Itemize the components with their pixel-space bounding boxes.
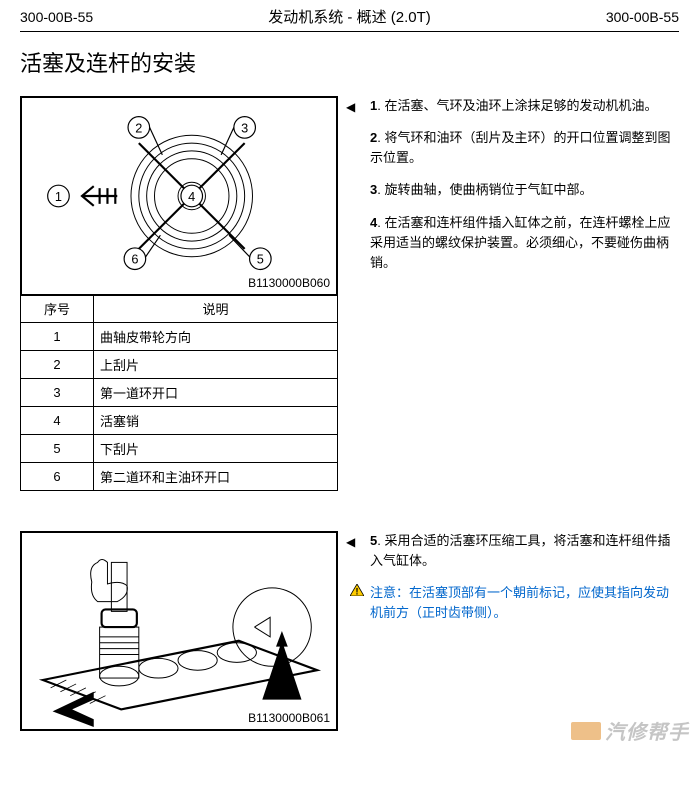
watermark-text: 汽修帮手 (605, 716, 689, 745)
page-header: 300-00B-55 发动机系统 - 概述 (2.0T) 300-00B-55 (20, 0, 679, 32)
header-right: 300-00B-55 (606, 9, 679, 25)
step-item: ◀ 1. 在活塞、气环及油环上涂抹足够的发动机机油。 (356, 96, 679, 116)
header-left: 300-00B-55 (20, 9, 93, 25)
car-icon (571, 722, 601, 740)
svg-text:3: 3 (241, 120, 248, 135)
ring-gap-diagram-icon: 1 2 3 4 5 6 (22, 98, 336, 294)
leading-triangle-icon: ◀ (346, 533, 355, 552)
svg-text:5: 5 (257, 252, 264, 267)
section-title: 活塞及连杆的安装 (20, 46, 679, 78)
svg-text:6: 6 (131, 252, 138, 267)
table-row: 3第一道环开口 (21, 379, 338, 407)
figure1-label: B1130000B060 (248, 276, 330, 290)
table-row: 5下刮片 (21, 435, 338, 463)
caution-text: 在活塞顶部有一个朝前标记，应使其指向发动机前方（正时齿带侧）。 (370, 585, 669, 620)
legend-table: 序号 说明 1曲轴皮带轮方向 2上刮片 3第一道环开口 4活塞销 5下刮片 6第… (20, 294, 338, 491)
step-item: 4. 在活塞和连杆组件插入缸体之前，在连杆螺栓上应采用适当的螺纹保护装置。必须细… (356, 213, 679, 273)
legend-head-num: 序号 (21, 295, 94, 323)
header-center: 发动机系统 - 概述 (2.0T) (268, 6, 431, 27)
figure2-label: B1130000B061 (248, 711, 330, 725)
piston-install-icon (22, 533, 336, 729)
leading-triangle-icon: ◀ (346, 98, 355, 117)
table-row: 2上刮片 (21, 351, 338, 379)
figure-piston-install: B1130000B061 (20, 531, 338, 731)
warning-icon: ! (350, 584, 364, 596)
legend-head-desc: 说明 (94, 295, 338, 323)
caution-label: 注意： (370, 585, 409, 600)
steps-list-2: ◀ 5. 采用合适的活塞环压缩工具，将活塞和连杆组件插入气缸体。 (356, 531, 679, 571)
step-item: 3. 旋转曲轴，使曲柄销位于气缸中部。 (356, 180, 679, 200)
watermark: 汽修帮手 (571, 716, 689, 745)
table-row: 1曲轴皮带轮方向 (21, 323, 338, 351)
svg-text:2: 2 (135, 120, 142, 135)
caution-note: ! 注意：在活塞顶部有一个朝前标记，应使其指向发动机前方（正时齿带侧）。 (356, 583, 679, 622)
table-row: 6第二道环和主油环开口 (21, 463, 338, 491)
table-row: 4活塞销 (21, 407, 338, 435)
steps-list-1: ◀ 1. 在活塞、气环及油环上涂抹足够的发动机机油。 2. 将气环和油环（刮片及… (356, 96, 679, 273)
step-item: 2. 将气环和油环（刮片及主环）的开口位置调整到图示位置。 (356, 128, 679, 168)
figure-ring-gap-positions: 1 2 3 4 5 6 B1130000B060 (20, 96, 338, 296)
step-item: ◀ 5. 采用合适的活塞环压缩工具，将活塞和连杆组件插入气缸体。 (356, 531, 679, 571)
svg-text:1: 1 (55, 189, 62, 204)
svg-text:!: ! (356, 587, 359, 597)
svg-text:4: 4 (188, 189, 195, 204)
